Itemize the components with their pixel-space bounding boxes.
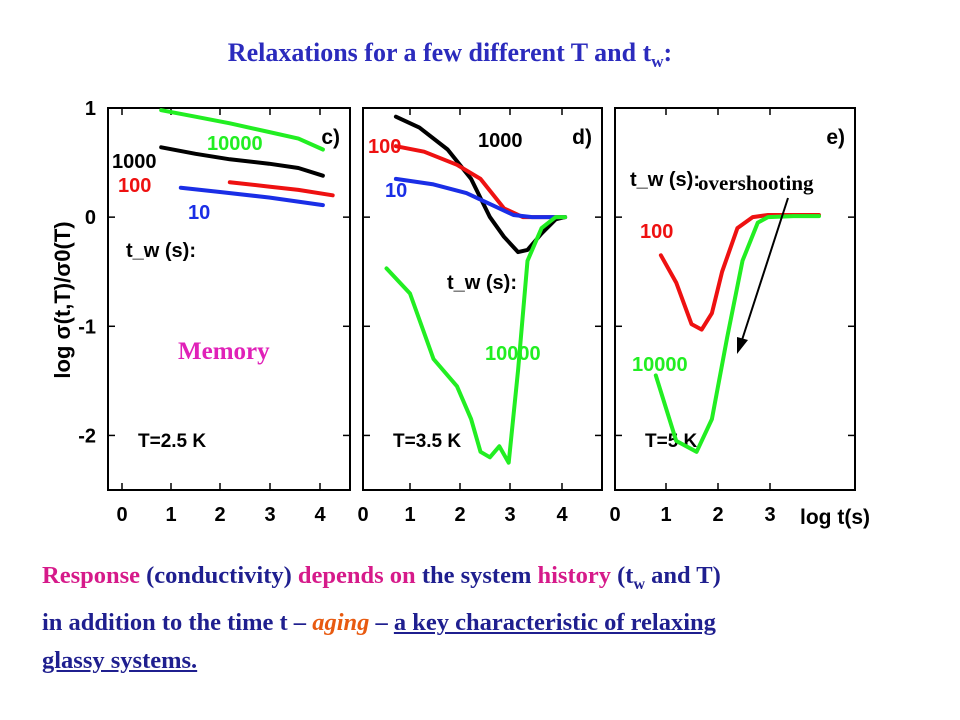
legend-title-e: t_w (s): (630, 169, 700, 191)
y-tick-label: 0 (85, 207, 96, 229)
caption-dash: – (369, 608, 394, 636)
x-tick-label: 2 (712, 504, 723, 526)
annotation-memory: Memory (178, 338, 270, 365)
x-tick-label: 4 (314, 504, 326, 526)
x-tick-label: 1 (165, 504, 176, 526)
y-axis-label: log σ(t,T)/σ0(T) (50, 221, 75, 378)
x-tick-label: 2 (454, 504, 465, 526)
caption-key-characteristic: a key characteristic of relaxing (393, 608, 716, 636)
series-line-1-1000 (159, 145, 325, 178)
series-line-1-10000 (159, 108, 325, 152)
caption-response: Response (42, 562, 141, 589)
panel-label: c) (321, 126, 340, 149)
y-tick-label: -2 (78, 425, 96, 447)
x-tick-label: 2 (214, 504, 225, 526)
series-line-3-10000 (653, 214, 821, 454)
x-axis-label: log t(s) (800, 506, 870, 529)
caption-line2-start: in addition to the time t – (42, 608, 313, 636)
caption-conductivity: (conductivity) (140, 562, 298, 589)
series-line-2-10 (393, 176, 568, 220)
legend-title-c: t_w (s): (126, 240, 196, 262)
x-tick-label: 0 (357, 504, 368, 526)
slide-title: Relaxations for a few different T and tw… (0, 38, 900, 72)
series-label-e-10000: 10000 (632, 354, 688, 376)
title-text: Relaxations for a few different T and t (227, 38, 652, 67)
panel-frame-3 (614, 107, 856, 491)
panel-label: d) (572, 126, 592, 149)
x-tick-label: 3 (264, 504, 275, 526)
caption-depends-on: depends on (297, 562, 416, 589)
legend-title-d: t_w (s): (447, 272, 517, 294)
relaxation-plots: 0 1 2 3 4c)T=2.5 K0 1 2 3 4d)T=3.5 K0 1 2 3e)T=5 K1… (50, 98, 870, 529)
series-line-1-10 (178, 185, 325, 208)
caption-glassy-systems: glassy systems. (42, 646, 198, 674)
overshooting-arrow (741, 197, 789, 341)
series-line-2-1000 (393, 114, 568, 255)
series-label-d-100: 100 (368, 136, 401, 158)
x-tick-label: 1 (660, 504, 671, 526)
y-tick-label: 1 (85, 98, 96, 120)
series-label-c-10: 10 (188, 202, 210, 224)
caption-history: history (537, 562, 611, 589)
caption-the-system: the system (415, 562, 538, 589)
annotation-overshooting: overshooting (698, 171, 814, 195)
series-label-c-100: 100 (118, 175, 151, 197)
series-label-d-1000: 1000 (478, 130, 523, 152)
x-tick-label: 0 (609, 504, 620, 526)
series-line-2-10000 (384, 215, 568, 465)
caption-aging: aging (312, 608, 370, 636)
y-tick-label: -1 (78, 316, 96, 338)
overshooting-arrowhead (737, 337, 748, 354)
x-tick-label: 1 (404, 504, 415, 526)
panel-frame-2 (362, 107, 603, 491)
x-tick-label: 0 (116, 504, 127, 526)
panel-frame-1 (107, 107, 351, 491)
panel-label: e) (826, 126, 845, 149)
series-label-d-10000: 10000 (485, 343, 541, 365)
x-tick-label: 3 (764, 504, 775, 526)
series-label-d-10: 10 (385, 180, 407, 202)
temperature-label: T=2.5 K (138, 431, 206, 452)
caption-tw-sub: w (633, 575, 645, 593)
series-label-e-100: 100 (640, 221, 673, 243)
series-line-1-100 (227, 180, 335, 198)
series-label-c-10000: 10000 (207, 133, 263, 155)
caption: Response (conductivity) depends on the s… (42, 557, 942, 680)
title-subscript: w (651, 52, 664, 72)
title-suffix: : (663, 38, 673, 67)
series-label-c-1000: 1000 (112, 151, 157, 173)
caption-and-t: and T) (645, 562, 721, 589)
x-tick-label: 3 (504, 504, 515, 526)
caption-tw: (t (610, 562, 634, 589)
x-tick-label: 4 (556, 504, 568, 526)
temperature-label: T=3.5 K (393, 431, 461, 452)
